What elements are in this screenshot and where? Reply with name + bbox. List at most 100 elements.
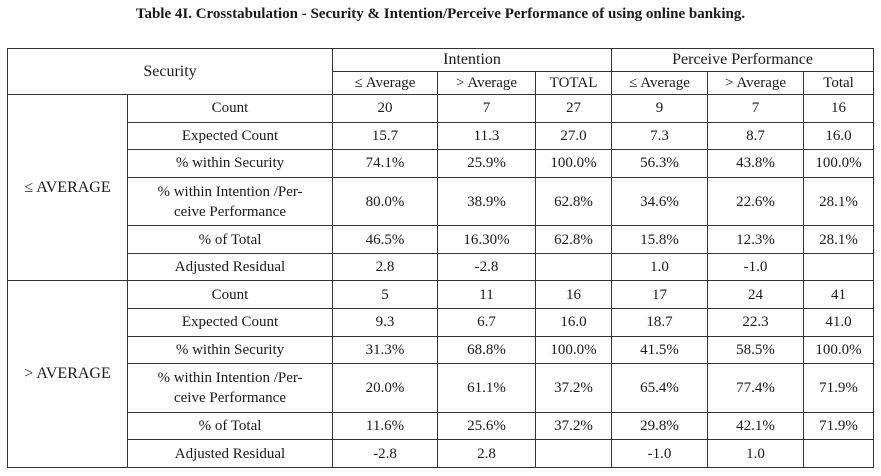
- table-cell: 15.8%: [611, 225, 709, 254]
- statistic-label: Adjusted Residual: [126, 439, 334, 468]
- table-body: ≤ AVERAGE Count 20 7 27 9 7 16 Expected Count 15.…: [7, 93, 875, 468]
- table-cell: 9: [611, 94, 709, 123]
- table-row: Adjusted Residual 2.8 -2.8 1.0 -1.0: [8, 252, 875, 282]
- table-row: % within Intention /Per- ceive Performan…: [8, 363, 875, 413]
- table-cell: -2.8: [437, 252, 537, 282]
- table-cell: 77.4%: [707, 363, 805, 413]
- table-row: Expected Count 15.7 11.3 27.0 7.3 8.7 16.0: [8, 121, 875, 151]
- table-cell: 100.0%: [803, 335, 875, 365]
- table-cell: 16: [803, 94, 875, 123]
- statistic-label: Adjusted Residual: [126, 252, 334, 282]
- table-cell: 25.6%: [437, 411, 537, 441]
- security-group-label: ≤ AVERAGE: [7, 93, 128, 282]
- table-cell: 62.8%: [535, 225, 613, 254]
- table-cell: 61.1%: [437, 363, 537, 413]
- table-cell: 8.7: [707, 121, 805, 151]
- table-cell: 68.8%: [437, 335, 537, 365]
- table-cell: 27: [535, 94, 613, 123]
- table-cell: -1.0: [611, 439, 709, 468]
- crosstab-table: Security Intention Perceive Performance …: [6, 48, 875, 468]
- table-cell: 11.3: [437, 121, 537, 151]
- table-cell: 22.3: [707, 308, 805, 337]
- table-cell: 1.0: [611, 252, 709, 282]
- table-cell: 100.0%: [535, 149, 613, 178]
- statistic-label: Expected Count: [126, 121, 334, 151]
- statistic-label: % within Intention /Per- ceive Performan…: [126, 363, 334, 413]
- table-cell: 15.7: [332, 121, 439, 151]
- statistic-label: % of Total: [126, 411, 334, 441]
- table-cell: 7: [707, 94, 805, 123]
- statistic-label: % within Security: [126, 335, 334, 365]
- security-header: Security: [6, 48, 334, 95]
- perceive-performance-header: Perceive Performance: [611, 48, 875, 72]
- table-cell: 7: [437, 94, 537, 123]
- table-cell: -1.0: [707, 252, 805, 282]
- table-cell: 5: [332, 280, 439, 310]
- table-row: % within Security 31.3% 68.8% 100.0% 41.5% 58…: [8, 335, 875, 365]
- table-cell: 16.0: [535, 308, 613, 337]
- table-cell: 6.7: [437, 308, 537, 337]
- table-cell: 28.1%: [803, 176, 875, 227]
- table-row: Adjusted Residual -2.8 2.8 -1.0 1.0: [8, 439, 875, 468]
- table-row: > AVERAGE Count 5 11 16 17 24 41: [7, 280, 875, 468]
- table-cell: [803, 439, 875, 468]
- table-cell: 16: [535, 280, 613, 310]
- table-cell: 41.0: [803, 308, 875, 337]
- table-cell: 56.3%: [611, 149, 709, 178]
- table-cell: [535, 439, 613, 468]
- table-row: ≤ AVERAGE Count 20 7 27 9 7 16: [7, 93, 875, 282]
- table-cell: 11.6%: [332, 411, 439, 441]
- table-cell: 28.1%: [803, 225, 875, 254]
- table-cell: 2.8: [332, 252, 439, 282]
- table-cell: 31.3%: [332, 335, 439, 365]
- table-cell: 9.3: [332, 308, 439, 337]
- table-cell: 25.9%: [437, 149, 537, 178]
- table-cell: 20.0%: [332, 363, 439, 413]
- column-header: TOTAL: [535, 71, 613, 95]
- column-header: > Average: [707, 71, 805, 95]
- statistic-label: Count: [126, 94, 334, 123]
- table-title: Table 4I. Crosstabulation - Security & I…: [135, 6, 746, 22]
- table-cell: 16.0: [803, 121, 875, 151]
- table-cell: [803, 252, 875, 282]
- table-cell: 22.6%: [707, 176, 805, 227]
- table-cell: 29.8%: [611, 411, 709, 441]
- table-cell: 71.9%: [803, 411, 875, 441]
- table-cell: [535, 252, 613, 282]
- table-cell: 38.9%: [437, 176, 537, 227]
- table-cell: 37.2%: [535, 411, 613, 441]
- table-cell: 43.8%: [707, 149, 805, 178]
- column-header: ≤ Average: [611, 71, 709, 95]
- table-cell: 41.5%: [611, 335, 709, 365]
- table-cell: 24: [707, 280, 805, 310]
- table-row: % within Security 74.1% 25.9% 100.0% 56.3% 43…: [8, 149, 875, 178]
- table-row: % of Total 11.6% 25.6% 37.2% 29.8% 42.1% 71.9%: [8, 411, 875, 441]
- security-group-label: > AVERAGE: [7, 280, 128, 468]
- statistic-label: Count: [126, 280, 334, 310]
- table-cell: 17: [611, 280, 709, 310]
- column-header: > Average: [437, 71, 537, 95]
- table-cell: 16.30%: [437, 225, 537, 254]
- table-row: % of Total 46.5% 16.30% 62.8% 15.8% 12.3% 28.1…: [8, 225, 875, 254]
- statistic-label: Expected Count: [126, 308, 334, 337]
- table-cell: 27.0: [535, 121, 613, 151]
- statistic-label: % within Security: [126, 149, 334, 178]
- table-cell: 11: [437, 280, 537, 310]
- table-cell: 100.0%: [803, 149, 875, 178]
- table-row: Expected Count 9.3 6.7 16.0 18.7 22.3 41.0: [8, 308, 875, 337]
- column-header: ≤ Average: [332, 71, 439, 95]
- table-cell: 18.7: [611, 308, 709, 337]
- table-cell: 37.2%: [535, 363, 613, 413]
- table-cell: 2.8: [437, 439, 537, 468]
- intention-header: Intention: [332, 48, 613, 72]
- table-cell: 65.4%: [611, 363, 709, 413]
- statistic-label: % within Intention /Per- ceive Performan…: [126, 176, 334, 227]
- table-cell: 42.1%: [707, 411, 805, 441]
- statistic-label: % of Total: [126, 225, 334, 254]
- column-header: Total: [803, 71, 875, 95]
- table-cell: -2.8: [332, 439, 439, 468]
- table-cell: 62.8%: [535, 176, 613, 227]
- table-cell: 71.9%: [803, 363, 875, 413]
- table-cell: 41: [803, 280, 875, 310]
- table-cell: 20: [332, 94, 439, 123]
